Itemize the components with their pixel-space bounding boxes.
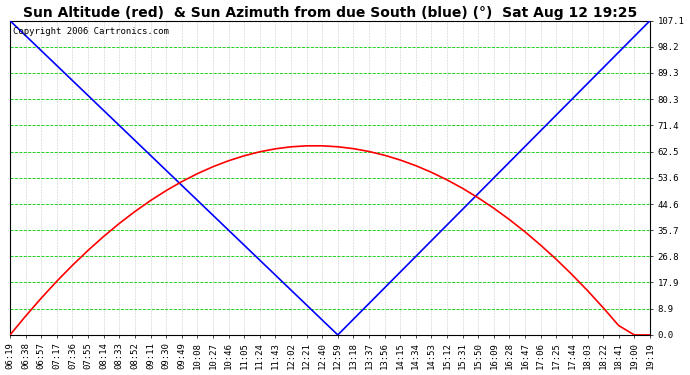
Text: Copyright 2006 Cartronics.com: Copyright 2006 Cartronics.com [13,27,169,36]
Title: Sun Altitude (red)  & Sun Azimuth from due South (blue) (°)  Sat Aug 12 19:25: Sun Altitude (red) & Sun Azimuth from du… [23,6,637,20]
